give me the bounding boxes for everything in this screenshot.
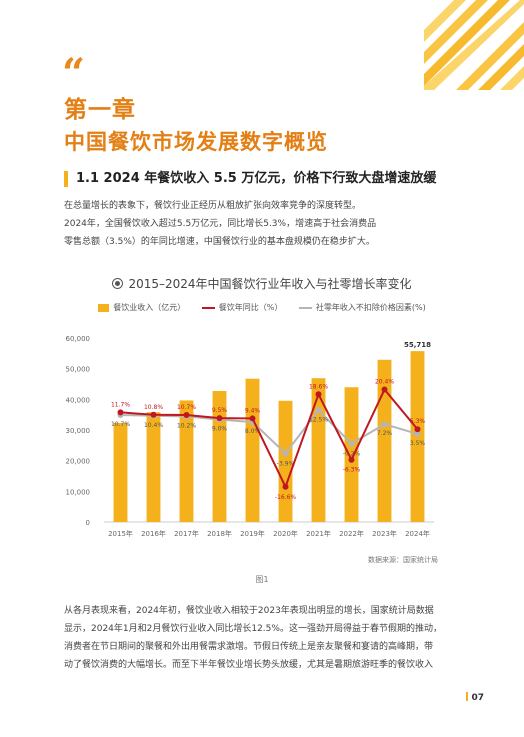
legend-line-swatch [201, 306, 215, 309]
line-data-label: 9.0% [212, 425, 228, 432]
page-number-bar [466, 692, 469, 701]
line-data-label: 10.4% [144, 422, 163, 429]
intro-line: 2024年，全国餐饮收入超过5.5万亿元，同比增长5.3%，增速高于社会消费品 [64, 219, 377, 229]
line-data-label: 9.5% [212, 407, 228, 414]
body-line: 从各月表现来看，2024年初，餐饮业收入相较于2023年表现出明显的增长，国家统… [64, 606, 434, 616]
legend-line-swatch [298, 306, 312, 309]
revenue-bar [179, 400, 194, 522]
x-tick-label: 2024年 [405, 529, 430, 538]
y-tick-label: 30,000 [66, 427, 91, 435]
line-data-label: -3.9% [277, 460, 295, 467]
x-tick-label: 2017年 [174, 529, 199, 538]
line-data-label: -16.6% [275, 494, 297, 501]
retail-growth-point [315, 407, 322, 414]
revenue-bar [377, 359, 392, 522]
legend-item-revenue: 餐饮业收入（亿元） [98, 302, 185, 313]
intro-line: 在总量增长的表象下，餐饮行业正经历从粗放扩张向效率竞争的深度转型。 [64, 201, 362, 211]
x-tick-label: 2015年 [108, 529, 133, 538]
retail-growth-line [120, 408, 418, 455]
x-tick-label: 2018年 [207, 529, 232, 538]
revenue-bar [113, 422, 128, 522]
catering-growth-point [282, 483, 289, 490]
intro-line: 零售总额（3.5%）的年同比增速，中国餐饮行业的基本盘规模仍在稳步扩大。 [64, 237, 375, 247]
body-line: 消费者在节日期间的聚餐和外出用餐需求激增。节假日传统上是亲友聚餐和宴请的高峰期，… [64, 642, 434, 652]
body-line: 显示，2024年1月和2月餐饮行业收入同比增长12.5%。这一强劲开局得益于春节… [64, 624, 442, 634]
retail-growth-point [282, 450, 289, 457]
intro-paragraph: 在总量增长的表象下，餐饮行业正经历从粗放扩张向效率竞争的深度转型。 2024年，… [64, 197, 464, 251]
data-source: 数据来源：国家统计局 [368, 556, 438, 564]
retail-growth-point [414, 430, 421, 437]
retail-growth-point [348, 440, 355, 447]
line-data-label: 7.2% [377, 430, 393, 437]
chart-legend: 餐饮业收入（亿元） 餐饮年同比（%） 社零年收入不扣除价格因素(%) [0, 302, 524, 313]
line-data-label: -0.2% [343, 451, 361, 458]
page-number-text: 07 [471, 693, 484, 703]
catering-growth-point [381, 386, 388, 393]
legend-label: 社零年收入不扣除价格因素(%) [315, 303, 426, 312]
corner-stripes-decoration [424, 0, 524, 90]
line-data-label: 12.5% [309, 416, 328, 423]
quote-mark-icon: “ [62, 50, 86, 97]
catering-growth-point [249, 415, 256, 422]
y-tick-label: 60,000 [66, 335, 91, 343]
x-tick-label: 2016年 [141, 529, 166, 538]
retail-growth-point [381, 421, 388, 428]
body-line: 动了餐饮消费的大幅增长。而至下半年餐饮业增长势头放缓，尤其是暑期旅游旺季的餐饮收… [64, 660, 434, 670]
bar-value-label: 55,718 [404, 341, 431, 349]
catering-growth-point [216, 415, 223, 422]
chart-title-row: 2015–2024年中国餐饮行业年收入与社零增长率变化 [0, 275, 524, 292]
catering-growth-point [117, 409, 124, 416]
x-tick-label: 2023年 [372, 529, 397, 538]
x-tick-label: 2022年 [339, 529, 364, 538]
x-tick-label: 2021年 [306, 529, 331, 538]
line-data-label: 10.2% [177, 422, 196, 429]
revenue-growth-chart: 60,000 50,000 40,000 30,000 20,000 10,000 0 55,… [66, 335, 434, 538]
catering-growth-line [120, 387, 419, 490]
line-data-label: 10.7% [111, 421, 130, 428]
legend-item-catering-yoy: 餐饮年同比（%） [201, 302, 283, 313]
section-heading: 1.1 2024 年餐饮收入 5.5 万亿元，价格下行致大盘增速放缓 [64, 171, 436, 187]
target-icon [112, 278, 124, 289]
x-tick-label: 2020年 [273, 529, 298, 538]
revenue-bar [245, 378, 260, 522]
line-data-label: 8.0% [245, 428, 261, 435]
catering-growth-point [315, 391, 322, 398]
y-tick-label: 10,000 [66, 488, 91, 496]
revenue-bar [344, 387, 359, 522]
legend-label: 餐饮年同比（%） [218, 303, 283, 312]
y-tick-label: 50,000 [66, 366, 91, 374]
line-data-label: 10.8% [144, 404, 163, 411]
line-data-label: 18.6% [309, 383, 328, 390]
line-data-label: 20.4% [375, 379, 394, 386]
chapter-title: 第一章 [64, 97, 136, 123]
line-data-label: 11.7% [111, 401, 130, 408]
chapter-subtitle: 中国餐饮市场发展数字概览 [64, 130, 328, 154]
line-data-label: -6.3% [343, 467, 361, 474]
revenue-bar [146, 412, 161, 522]
body-paragraph: 从各月表现来看，2024年初，餐饮业收入相较于2023年表现出明显的增长，国家统… [64, 602, 464, 674]
legend-bar-swatch [98, 303, 110, 312]
legend-label: 餐饮业收入（亿元） [113, 303, 186, 312]
x-tick-label: 2019年 [240, 529, 265, 538]
revenue-bar [311, 378, 326, 522]
y-tick-label: 20,000 [66, 458, 91, 466]
line-data-label: 10.7% [177, 404, 196, 411]
figure-caption: 图1 [255, 575, 269, 584]
catering-growth-point [183, 412, 190, 419]
revenue-bar [278, 400, 293, 522]
catering-growth-point [348, 456, 355, 463]
page-number: 07 [466, 692, 484, 703]
revenue-bar [212, 391, 227, 522]
line-data-label: 5.3% [410, 418, 426, 425]
line-data-label: 3.5% [410, 440, 426, 447]
legend-item-retail: 社零年收入不扣除价格因素(%) [298, 302, 426, 313]
chart-title: 2015–2024年中国餐饮行业年收入与社零增长率变化 [128, 277, 412, 291]
y-tick-label: 0 [86, 519, 90, 527]
y-tick-label: 40,000 [66, 396, 91, 404]
line-data-label: 9.4% [245, 407, 261, 414]
catering-growth-point [414, 426, 421, 433]
catering-growth-point [150, 411, 157, 418]
